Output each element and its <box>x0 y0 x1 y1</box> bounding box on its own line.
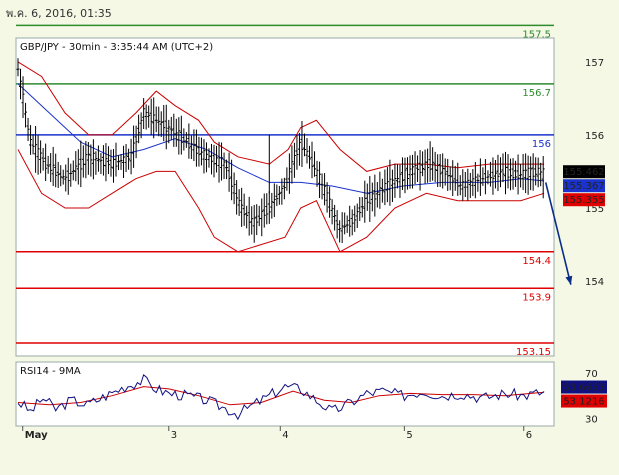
price-value-tag <box>563 193 605 207</box>
y-tick-label: 155 <box>585 204 604 215</box>
y-tick-label: 154 <box>585 277 604 288</box>
x-tick-label: 6 <box>526 430 532 441</box>
x-tick-label: 3 <box>171 430 177 441</box>
rsi-chart-title: RSI14 - 9MA <box>20 366 81 377</box>
forecast-arrow <box>544 182 572 285</box>
level-label: 153.9 <box>522 292 551 303</box>
level-label: 154.4 <box>522 256 551 267</box>
rsi-y-tick-label: 70 <box>585 369 598 380</box>
rsi-value-tag <box>561 380 607 394</box>
x-tick-label: May <box>25 430 48 441</box>
rsi-y-tick-label: 30 <box>585 414 598 425</box>
level-label: 156 <box>532 139 551 150</box>
x-tick-label: 5 <box>406 430 412 441</box>
rsi-value-tag-label: 53.6653 <box>563 383 604 394</box>
level-label: 156.7 <box>522 88 551 99</box>
main-chart-title: GBP/JPY - 30min - 3:35:44 AM (UTC+2) <box>20 42 213 53</box>
price-value-tag-label: 155.367 <box>563 181 604 192</box>
rsi-value-tag-label: 53.1216 <box>563 397 604 408</box>
forecast-arrow-head <box>565 275 573 285</box>
level-label: 153.15 <box>516 347 551 358</box>
x-tick-label: 4 <box>282 430 288 441</box>
bollinger-lower-line <box>17 149 545 253</box>
price-value-tag-label: 155.355 <box>563 195 604 206</box>
rsi-line <box>17 374 545 421</box>
main-panel-bg <box>15 37 555 357</box>
price-value-tag-label: 155.462 <box>563 167 604 178</box>
ohlc-bars <box>16 58 545 244</box>
y-tick-label: 156 <box>585 131 604 142</box>
rsi-value-tag <box>561 394 607 408</box>
price-value-tag <box>563 165 605 179</box>
y-tick-label: 157 <box>585 58 604 69</box>
price-value-tag <box>563 179 605 193</box>
chart-datetime: พ.ค. 6, 2016, 01:35 <box>6 7 112 20</box>
level-label: 157.5 <box>522 29 551 40</box>
